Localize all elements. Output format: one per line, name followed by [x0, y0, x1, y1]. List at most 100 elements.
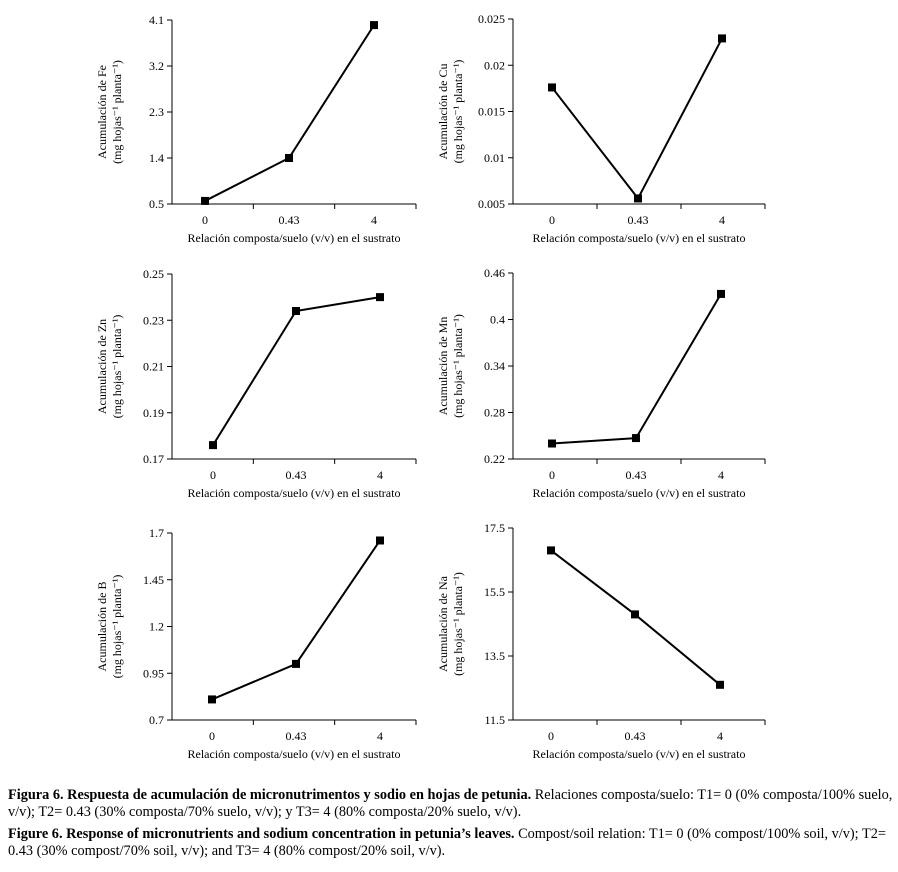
y-tick-label: 0.95 — [143, 666, 164, 680]
x-tick-label: 4 — [377, 729, 383, 743]
y-tick-label: 0.22 — [484, 452, 505, 466]
y-tick-label: 0.34 — [484, 359, 505, 373]
y-axis-title-line2: (mg hojas⁻¹ planta⁻¹) — [110, 60, 124, 164]
y-axis-title-line1: Acumulación de Mn — [436, 317, 450, 416]
y-tick-label: 4.1 — [149, 13, 164, 27]
y-tick-label: 13.5 — [484, 649, 505, 663]
x-axis-title: Relación composta/suelo (v/v) en el sust… — [188, 231, 401, 245]
y-tick-label: 0.5 — [149, 197, 164, 211]
data-point-marker — [208, 695, 216, 704]
y-tick-label: 0.25 — [143, 267, 164, 281]
x-tick-label: 0.43 — [279, 213, 300, 227]
x-tick-label: 4 — [377, 468, 383, 482]
x-tick-label: 4 — [717, 729, 723, 743]
y-tick-label: 0.21 — [143, 360, 164, 374]
series-line — [212, 296, 381, 446]
data-point-marker — [376, 293, 384, 302]
y-axis-title-line1: Acumulación de Zn — [95, 319, 109, 414]
caption-spanish-title: Figura 6. Respuesta de acumulación de mi… — [8, 787, 532, 803]
x-axis-title: Relación composta/suelo (v/v) en el sust… — [188, 747, 401, 761]
y-tick-label: 0.01 — [484, 151, 505, 165]
figure-charts: 0.5 1.4 2.3 3.2 4.1 0 0.43 4 Relación composta/s… — [95, 12, 766, 761]
x-axis-title: Relación composta/suelo (v/v) en el sust… — [533, 747, 746, 761]
caption-spanish: Figura 6. Respuesta de acumulación de mi… — [8, 787, 893, 821]
x-tick-label: 4 — [718, 468, 724, 482]
chart-panel-2: 0.005 0.01 0.015 0.02 0.025 0 0.43 4 Relación co… — [436, 12, 766, 245]
chart-panel-1: 0.5 1.4 2.3 3.2 4.1 0 0.43 4 Relación composta/s… — [95, 13, 417, 245]
x-tick-label: 0 — [549, 213, 555, 227]
x-tick-label: 0 — [549, 468, 555, 482]
x-axis-title: Relación composta/suelo (v/v) en el sust… — [188, 486, 401, 500]
data-point-marker — [634, 194, 642, 203]
x-tick-label: 4 — [719, 213, 725, 227]
data-point-marker — [717, 289, 725, 298]
y-tick-label: 0.025 — [478, 12, 505, 26]
x-tick-label: 0 — [210, 468, 216, 482]
y-axis-title-line2: (mg hojas⁻¹ planta⁻¹) — [110, 575, 124, 679]
y-tick-label: 1.2 — [149, 620, 164, 634]
data-point-marker — [201, 196, 209, 205]
y-tick-label: 1.7 — [149, 526, 164, 540]
y-tick-label: 0.7 — [149, 713, 164, 727]
data-point-marker — [548, 83, 556, 92]
y-tick-label: 0.19 — [143, 406, 164, 420]
y-tick-label: 0.015 — [478, 105, 505, 119]
x-tick-label: 0 — [209, 729, 215, 743]
chart-panel-4: 0.22 0.28 0.34 0.4 0.46 0 0.43 4 Relación compos… — [436, 266, 766, 500]
chart-panel-5: 0.7 0.95 1.2 1.45 1.7 0 0.43 4 Relación composta… — [95, 526, 417, 761]
y-tick-label: 0.005 — [478, 197, 505, 211]
y-tick-label: 1.4 — [149, 151, 164, 165]
caption-spanish-text: Relaciones composta/suelo: T1= 0 (0% com… — [8, 787, 893, 820]
data-point-marker — [632, 434, 640, 443]
data-point-marker — [209, 441, 217, 450]
y-tick-label: 0.17 — [143, 452, 164, 466]
x-tick-label: 0.43 — [625, 729, 646, 743]
series-line — [551, 293, 722, 445]
y-tick-label: 11.5 — [484, 713, 505, 727]
chart-panel-3: 0.17 0.19 0.21 0.23 0.25 0 0.43 4 Relación compo… — [95, 267, 417, 500]
y-axis-title-line2: (mg hojas⁻¹ planta⁻¹) — [451, 572, 465, 676]
y-axis-title-line1: Acumulación de B — [95, 582, 109, 672]
data-point-marker — [631, 610, 639, 619]
caption-english-text: Compost/soil relation: T1= 0 (0% compost… — [8, 826, 886, 859]
y-tick-label: 3.2 — [149, 59, 164, 73]
y-tick-label: 1.45 — [143, 573, 164, 587]
data-point-marker — [376, 536, 384, 545]
data-point-marker — [716, 680, 724, 689]
x-tick-label: 0.43 — [628, 213, 649, 227]
y-tick-label: 2.3 — [149, 105, 164, 119]
y-axis-title-line1: Acumulación de Fe — [95, 65, 109, 159]
y-tick-label: 0.46 — [484, 266, 505, 280]
x-tick-label: 0 — [202, 213, 208, 227]
y-tick-label: 0.28 — [484, 406, 505, 420]
data-point-marker — [718, 34, 726, 43]
data-point-marker — [292, 307, 300, 315]
caption-english: Figure 6. Response of micronutrients and… — [8, 826, 893, 860]
x-tick-label: 4 — [371, 213, 377, 227]
data-point-marker — [370, 21, 378, 30]
y-axis-title-line2: (mg hojas⁻¹ planta⁻¹) — [110, 315, 124, 419]
y-axis-title-line1: Acumulación de Cu — [436, 64, 450, 160]
y-tick-label: 0.4 — [490, 313, 505, 327]
series-line — [211, 539, 381, 701]
y-tick-label: 0.02 — [484, 58, 505, 72]
data-point-marker — [285, 154, 293, 162]
x-tick-label: 0.43 — [286, 729, 307, 743]
x-tick-label: 0 — [548, 729, 554, 743]
chart-panel-6: 11.5 13.5 15.5 17.5 0 0.43 4 Relación composta/… — [436, 521, 766, 761]
x-tick-label: 0.43 — [626, 468, 647, 482]
y-axis-title-line2: (mg hojas⁻¹ planta⁻¹) — [451, 314, 465, 418]
y-axis-title-line1: Acumulación de Na — [436, 575, 450, 672]
y-tick-label: 0.23 — [143, 313, 164, 327]
series-line — [551, 37, 723, 201]
x-axis-title: Relación composta/suelo (v/v) en el sust… — [533, 231, 746, 245]
y-tick-label: 15.5 — [484, 585, 505, 599]
series-line — [204, 24, 375, 202]
x-axis-title: Relación composta/suelo (v/v) en el sust… — [533, 486, 746, 500]
y-tick-label: 17.5 — [484, 521, 505, 535]
data-point-marker — [292, 659, 300, 668]
x-tick-label: 0.43 — [286, 468, 307, 482]
data-point-marker — [547, 546, 555, 555]
y-axis-title-line2: (mg hojas⁻¹ planta⁻¹) — [451, 60, 465, 164]
data-point-marker — [548, 439, 556, 448]
